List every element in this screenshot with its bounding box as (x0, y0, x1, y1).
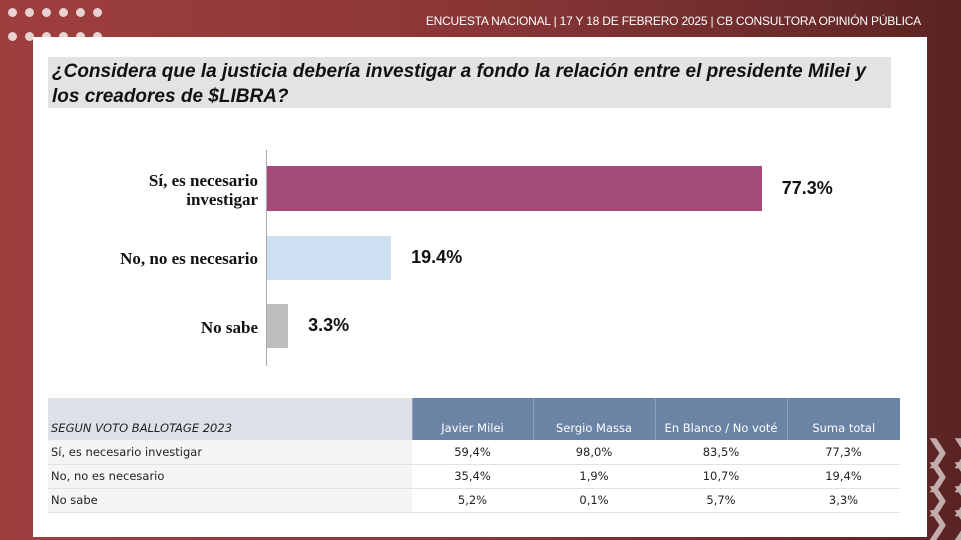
table-cell: 98,0% (533, 440, 655, 465)
header-text: ENCUESTA NACIONAL | 17 Y 18 DE FEBRERO 2… (425, 14, 921, 28)
data-label: 3.3% (308, 315, 350, 335)
table-cell: 19,4% (787, 464, 900, 489)
table-cell: 1,9% (533, 464, 655, 489)
column-header: Sergio Massa (532, 398, 655, 440)
data-label: 19.4% (411, 247, 463, 267)
column-header: En Blanco / No voté (654, 398, 787, 440)
table-cell: 5,2% (412, 488, 533, 513)
row-label: No, no es necesario (48, 464, 412, 489)
table-cell: 0,1% (533, 488, 655, 513)
table-cell: 10,7% (655, 464, 787, 489)
category-label: Sí, es necesario investigar (148, 171, 258, 209)
crosstab-table: SEGUN VOTO BALLOTAGE 2023 Javier Milei S… (48, 398, 900, 513)
table-title: SEGUN VOTO BALLOTAGE 2023 (48, 398, 412, 440)
table-row: Sí, es necesario investigar 59,4% 98,0% 83,… (48, 440, 900, 465)
row-label: Sí, es necesario investigar (48, 440, 412, 465)
table-cell: 77,3% (787, 440, 900, 465)
category-label: No, no es necesario (120, 249, 258, 268)
table-cell: 3,3% (787, 488, 900, 513)
category-label: No sabe (200, 318, 258, 337)
table-cell: 35,4% (412, 464, 533, 489)
column-header: Suma total (786, 398, 900, 440)
column-header: Javier Milei (411, 398, 533, 440)
table-row: No sabe 5,2% 0,1% 5,7% 3,3% (48, 488, 900, 513)
bar (267, 236, 392, 280)
chevron-decoration: ❯❯❯❯❯❯❯❯ (925, 435, 961, 540)
table-cell: 59,4% (412, 440, 533, 465)
decorative-dots (8, 4, 110, 46)
question-title: ¿Considera que la justicia debería inves… (48, 57, 891, 108)
table-row: No, no es necesario 35,4% 1,9% 10,7% 19,4% (48, 464, 900, 489)
table-cell: 83,5% (655, 440, 787, 465)
row-label: No sabe (48, 488, 412, 513)
bar (267, 304, 289, 348)
chart-axis (266, 150, 267, 366)
table-cell: 5,7% (655, 488, 787, 513)
bar (267, 166, 762, 211)
data-label: 77.3% (781, 177, 833, 198)
